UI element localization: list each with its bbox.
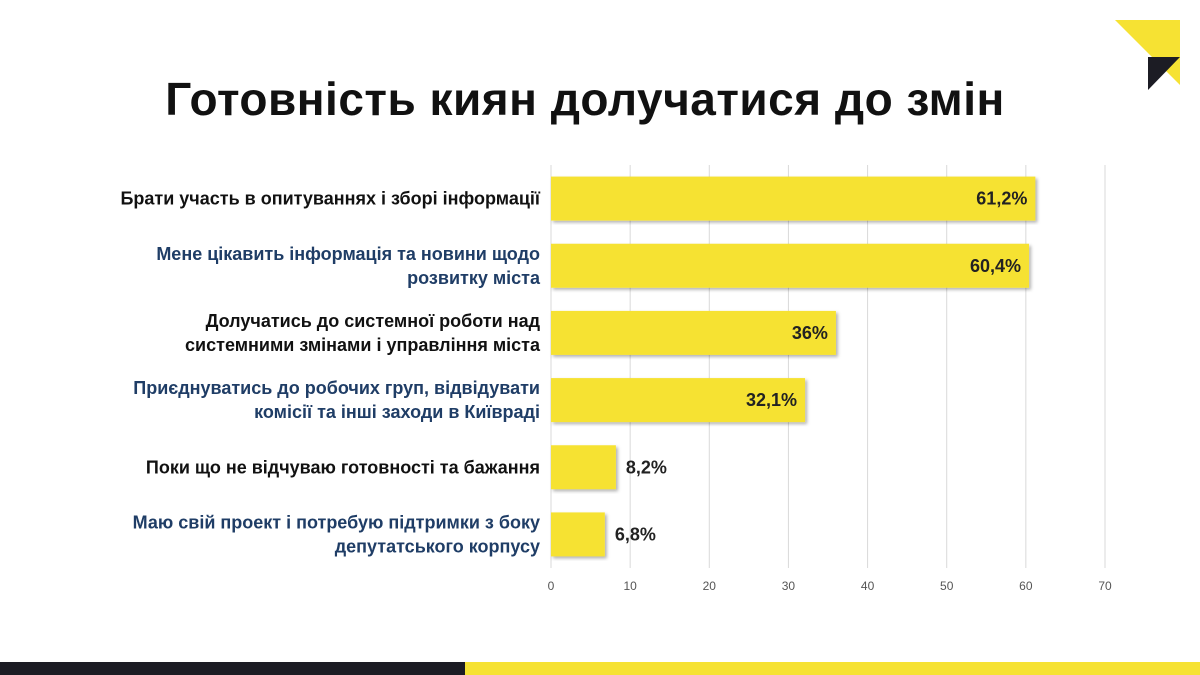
- category-label: розвитку міста: [407, 268, 541, 288]
- bar: [551, 445, 616, 490]
- footer-bar-dark: [0, 662, 465, 675]
- bar-value-label: 61,2%: [976, 189, 1027, 209]
- x-tick-label: 60: [1019, 579, 1033, 593]
- bar-value-label: 8,2%: [626, 457, 667, 477]
- category-label: системними змінами і управління міста: [185, 335, 541, 355]
- category-label: комісії та інші заходи в Київраді: [254, 402, 540, 422]
- category-label: Мене цікавить інформація та новини щодо: [156, 244, 540, 264]
- bar: [551, 378, 806, 423]
- bar: [551, 176, 1036, 221]
- logo: [1115, 20, 1180, 90]
- category-label: Долучатись до системної роботи над: [206, 311, 541, 331]
- footer-bar-yellow: [465, 662, 1200, 675]
- category-label: Приєднуватись до робочих груп, відвідува…: [133, 378, 540, 398]
- logo-yellow-triangle: [1115, 20, 1180, 85]
- bar-value-label: 36%: [792, 323, 828, 343]
- x-tick-label: 0: [548, 579, 555, 593]
- category-label: Поки що не відчуваю готовності та бажанн…: [146, 457, 540, 477]
- x-tick-label: 20: [703, 579, 717, 593]
- category-label: Брати участь в опитуваннях і зборі інфор…: [120, 189, 540, 209]
- x-tick-label: 10: [623, 579, 637, 593]
- page-title: Готовність киян долучатися до змін: [165, 73, 1005, 125]
- bar: [551, 243, 1030, 288]
- x-tick-label: 70: [1098, 579, 1112, 593]
- bar: [551, 512, 605, 557]
- x-tick-label: 40: [861, 579, 875, 593]
- category-label: депутатського корпусу: [335, 536, 540, 556]
- bar-value-label: 6,8%: [615, 524, 656, 544]
- logo-dark-triangle: [1148, 57, 1180, 90]
- bar-value-label: 60,4%: [970, 256, 1021, 276]
- category-label: Маю свій проект і потребую підтримки з б…: [133, 512, 540, 532]
- bar-value-label: 32,1%: [746, 390, 797, 410]
- bar: [551, 310, 836, 355]
- x-tick-label: 50: [940, 579, 954, 593]
- x-tick-label: 30: [782, 579, 796, 593]
